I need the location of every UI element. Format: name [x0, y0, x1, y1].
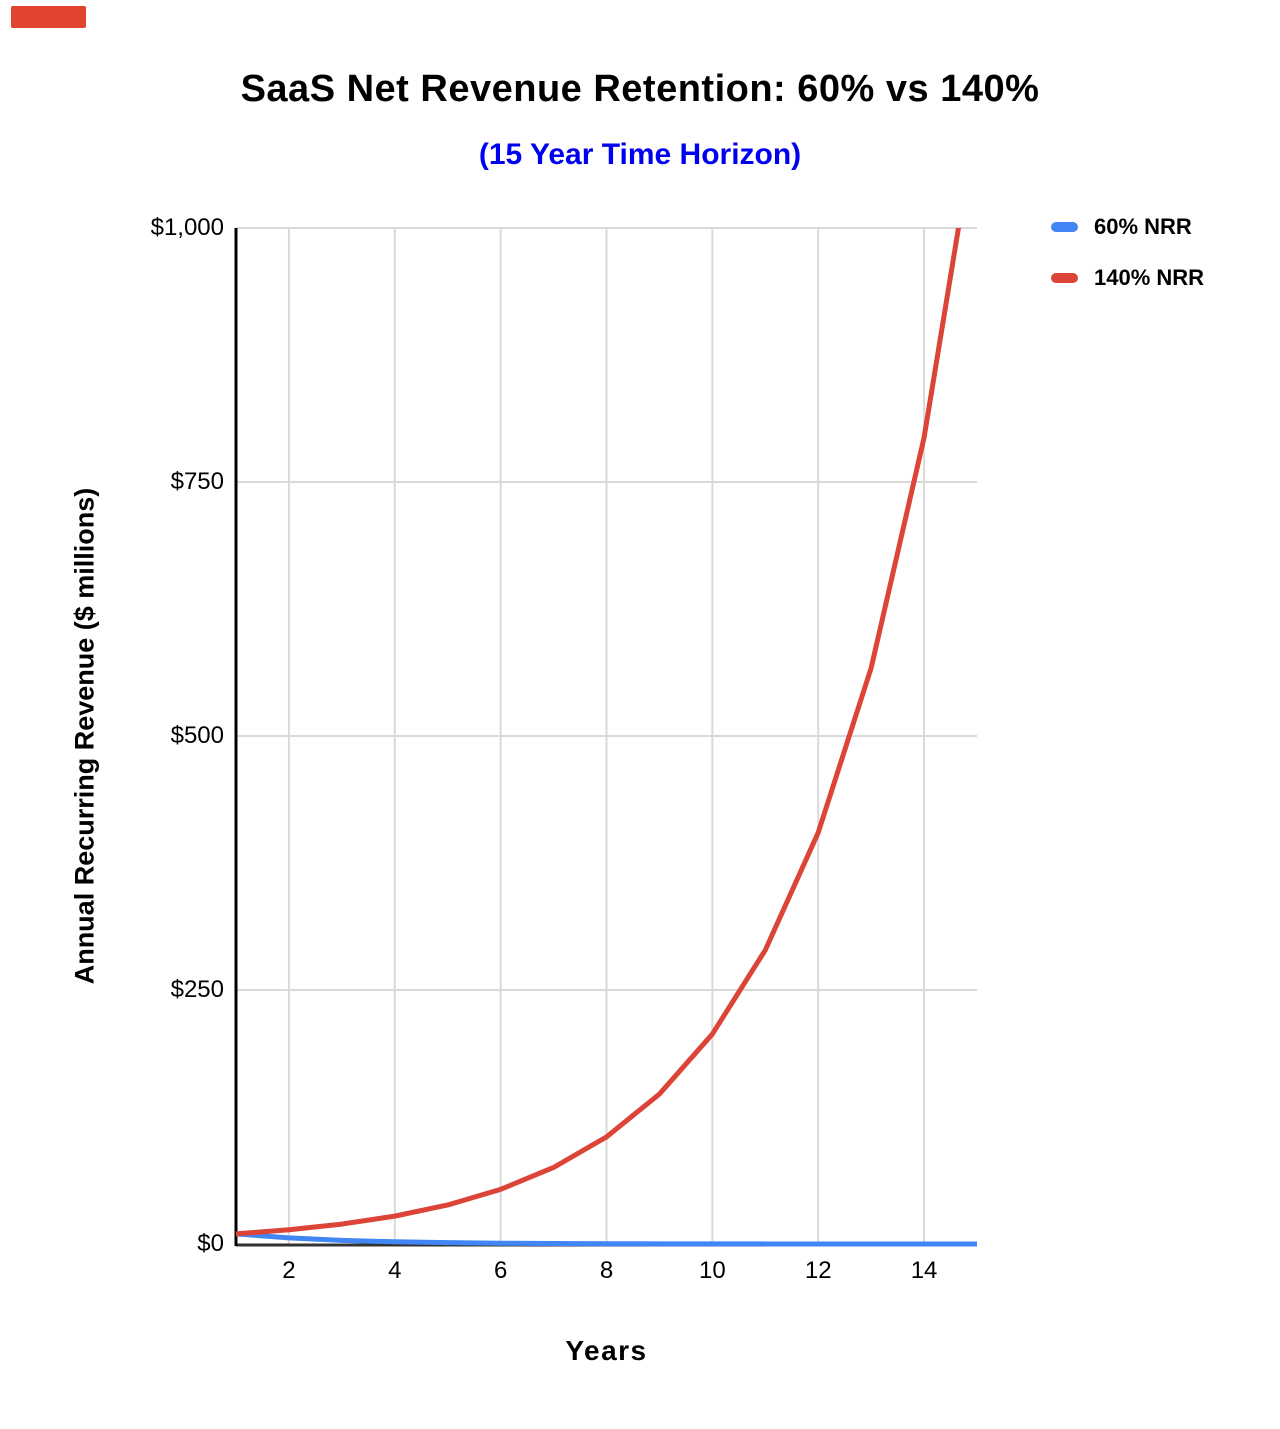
- legend-label: 140% NRR: [1094, 265, 1205, 290]
- y-tick-label: $1,000: [150, 214, 224, 241]
- y-axis-title: Annual Recurring Revenue ($ millions): [69, 487, 100, 985]
- x-tick-label: 6: [493, 1257, 508, 1284]
- x-tick-label: 10: [698, 1257, 726, 1284]
- x-tick-label: 12: [804, 1257, 832, 1284]
- y-tick-label: $0: [197, 1230, 224, 1257]
- x-axis-title: Years: [565, 1335, 648, 1366]
- chart-legend: 60% NRR 140% NRR: [1051, 212, 1204, 314]
- chart-title: SaaS Net Revenue Retention: 60% vs 140%: [240, 68, 1040, 110]
- red-marker: [11, 6, 86, 28]
- legend-item-60-nrr: 60% NRR: [1051, 212, 1204, 242]
- x-tick-label: 4: [388, 1257, 402, 1284]
- x-tick-label: 2: [282, 1257, 296, 1284]
- y-tick-label: $500: [170, 722, 224, 749]
- legend-swatch-140-nrr-icon: [1051, 273, 1078, 283]
- series-line-140-nrr: [235, 228, 961, 1237]
- y-tick-label: $250: [170, 976, 224, 1003]
- legend-swatch-60-nrr-icon: [1051, 222, 1078, 232]
- legend-label: 60% NRR: [1094, 214, 1192, 239]
- series-lines: [235, 228, 977, 1247]
- chart-subtitle: (15 Year Time Horizon): [478, 138, 802, 171]
- legend-item-140-nrr: 140% NRR: [1051, 263, 1204, 293]
- y-tick-label: $750: [170, 468, 224, 495]
- x-tick-label: 8: [599, 1257, 614, 1284]
- series-line-60-nrr: [235, 1231, 977, 1247]
- x-tick-label: 14: [910, 1257, 938, 1284]
